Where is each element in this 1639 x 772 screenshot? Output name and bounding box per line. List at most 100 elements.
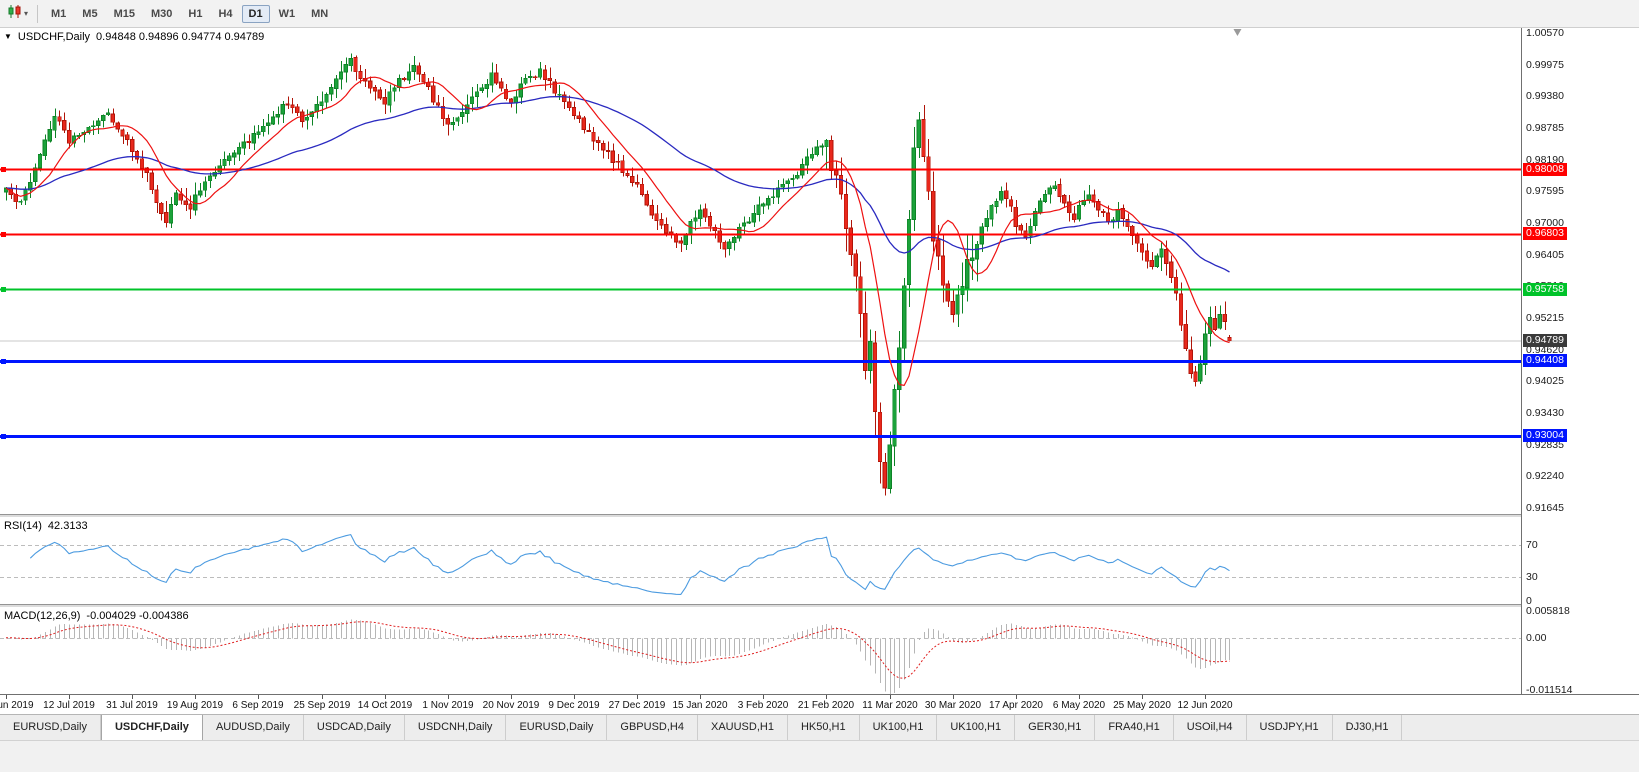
time-label: 1 Nov 2019 [422,700,474,711]
hline-handle[interactable] [1,359,6,364]
time-tick [385,695,386,699]
timeframe-button-m15[interactable]: M15 [113,7,135,20]
price-tick: 0.99380 [1526,90,1564,102]
time-tick [1016,695,1017,699]
price-tick: 0.99975 [1526,59,1564,71]
tab-audusd-daily[interactable]: AUDUSD,Daily [202,715,304,740]
chart-type-button[interactable]: ▾ [4,2,32,26]
time-tick [322,695,323,699]
hline-handle[interactable] [1,232,6,237]
time-label: 31 Jul 2019 [106,700,158,711]
price-tick: 1.00570 [1526,27,1564,39]
pane-splitter[interactable] [0,514,1639,517]
timeframe-group: M1 M5 M15 M30 H1 H4 D1 W1 MN [43,4,336,23]
chart-menu-icon[interactable]: ▼ [4,32,12,41]
price-tick: 0.92240 [1526,470,1564,482]
macd-pane[interactable]: MACD(12,26,9) -0.004029 -0.004386 [0,607,1521,694]
timeframe-button-m1[interactable]: M1 [51,7,67,20]
time-label: 12 Jul 2019 [43,700,95,711]
time-label: 20 Nov 2019 [482,700,540,711]
tab-uk100-h1[interactable]: UK100,H1 [859,715,938,740]
macd-canvas[interactable] [0,607,1521,694]
timeframe-button-m5[interactable]: M5 [82,7,98,20]
tab-usdchf-daily[interactable]: USDCHF,Daily [100,715,203,740]
rsi-pane[interactable]: RSI(14) 42.3133 [0,517,1521,604]
timeframe-button-mn[interactable]: MN [311,7,329,20]
price-axis[interactable]: 1.00570 0.99975 0.99380 0.98785 0.98190 0.975… [1521,27,1639,696]
tab-usdcad-daily[interactable]: USDCAD,Daily [303,715,405,740]
time-label: 24 Jun 2019 [0,700,34,711]
tab-xauusd-h1[interactable]: XAUUSD,H1 [697,715,788,740]
macd-legend: MACD(12,26,9) -0.004029 -0.004386 [4,610,189,622]
time-label: 21 Feb 2020 [797,700,855,711]
timeframe-toolbar: ▾ M1 M5 M15 M30 H1 H4 D1 W1 MN [0,0,1639,28]
time-tick [6,695,7,699]
tab-dj30-h1[interactable]: DJ30,H1 [1332,715,1403,740]
time-tick [763,695,764,699]
time-tick [1205,695,1206,699]
time-tick [953,695,954,699]
bid-price-label: 0.94789 [1523,334,1567,347]
macd-label: MACD(12,26,9) [4,610,81,622]
time-tick [1079,695,1080,699]
timeframe-button-w1[interactable]: W1 [278,7,296,20]
macd-signal-line [6,621,1230,679]
price-tick: 0.97595 [1526,185,1564,197]
horizontal-lines-layer[interactable] [0,167,1521,439]
timeframe-button-d1[interactable]: D1 [241,4,270,23]
tab-gbpusd-h4[interactable]: GBPUSD,H4 [607,715,698,740]
rsi-value: 42.3133 [47,520,88,532]
timeframe-button-h4[interactable]: H4 [218,7,233,20]
hline-handle[interactable] [1,287,6,292]
price-tick: 0.94620 [1526,344,1564,356]
timeframe-button-m30[interactable]: M30 [150,7,173,20]
tab-fra40-h1[interactable]: FRA40,H1 [1095,715,1174,740]
tab-ger30-h1[interactable]: GER30,H1 [1015,715,1096,740]
status-bar [0,740,1639,772]
rsi-tick: 70 [1526,539,1538,551]
time-axis[interactable]: 24 Jun 2019 12 Jul 2019 31 Jul 2019 19 Aug … [0,694,1639,714]
time-tick [890,695,891,699]
level-price-label: 0.98008 [1523,163,1567,176]
time-label: 12 Jun 2020 [1177,700,1233,711]
time-tick [132,695,133,699]
level-price-label: 0.95758 [1523,283,1567,296]
ma-fast-line [5,76,1230,386]
price-chart-canvas[interactable] [0,28,1521,514]
tab-hk50-h1[interactable]: HK50,H1 [787,715,860,740]
tab-usdjpy-h1[interactable]: USDJPY,H1 [1246,715,1333,740]
time-tick [511,695,512,699]
macd-tick: 0.005818 [1526,605,1570,617]
chart-tab-bar: EURUSD,Daily USDCHF,Daily AUDUSD,Daily USDC… [0,714,1639,740]
time-tick [1142,695,1143,699]
rsi-canvas[interactable] [0,517,1521,604]
price-tick: 0.95215 [1526,312,1564,324]
time-tick [69,695,70,699]
tab-usdcnh-daily[interactable]: USDCNH,Daily [404,715,507,740]
tab-uk100-h1[interactable]: UK100,H1 [937,715,1016,740]
tab-eurusd-daily[interactable]: EURUSD,Daily [0,715,101,740]
chart-legend: ▼ USDCHF,Daily 0.94848 0.94896 0.94774 0… [4,31,264,43]
rsi-label: RSI(14) [4,520,42,532]
timeframe-button-h1[interactable]: H1 [188,7,203,20]
pane-splitter[interactable] [0,604,1639,607]
level-price-label: 0.93004 [1523,429,1567,442]
hline-handle[interactable] [1,167,6,172]
time-tick [637,695,638,699]
chart-shift-marker-icon[interactable] [1233,29,1242,36]
rsi-line [29,534,1230,595]
time-label: 11 Mar 2020 [862,700,918,711]
tab-usoil-h4[interactable]: USOil,H4 [1173,715,1247,740]
time-tick [700,695,701,699]
ma-slow-line [5,95,1230,273]
price-tick: 0.92835 [1526,439,1564,451]
time-label: 15 Jan 2020 [672,700,728,711]
chart-ohlc-values: 0.94848 0.94896 0.94774 0.94789 [96,31,265,43]
time-label: 27 Dec 2019 [608,700,666,711]
macd-tick: 0.00 [1526,632,1547,644]
tab-eurusd-daily[interactable]: EURUSD,Daily [506,715,608,740]
time-label: 14 Oct 2019 [357,700,413,711]
hline-handle[interactable] [1,434,6,439]
price-chart-pane[interactable]: ▼ USDCHF,Daily 0.94848 0.94896 0.94774 0… [0,28,1521,514]
